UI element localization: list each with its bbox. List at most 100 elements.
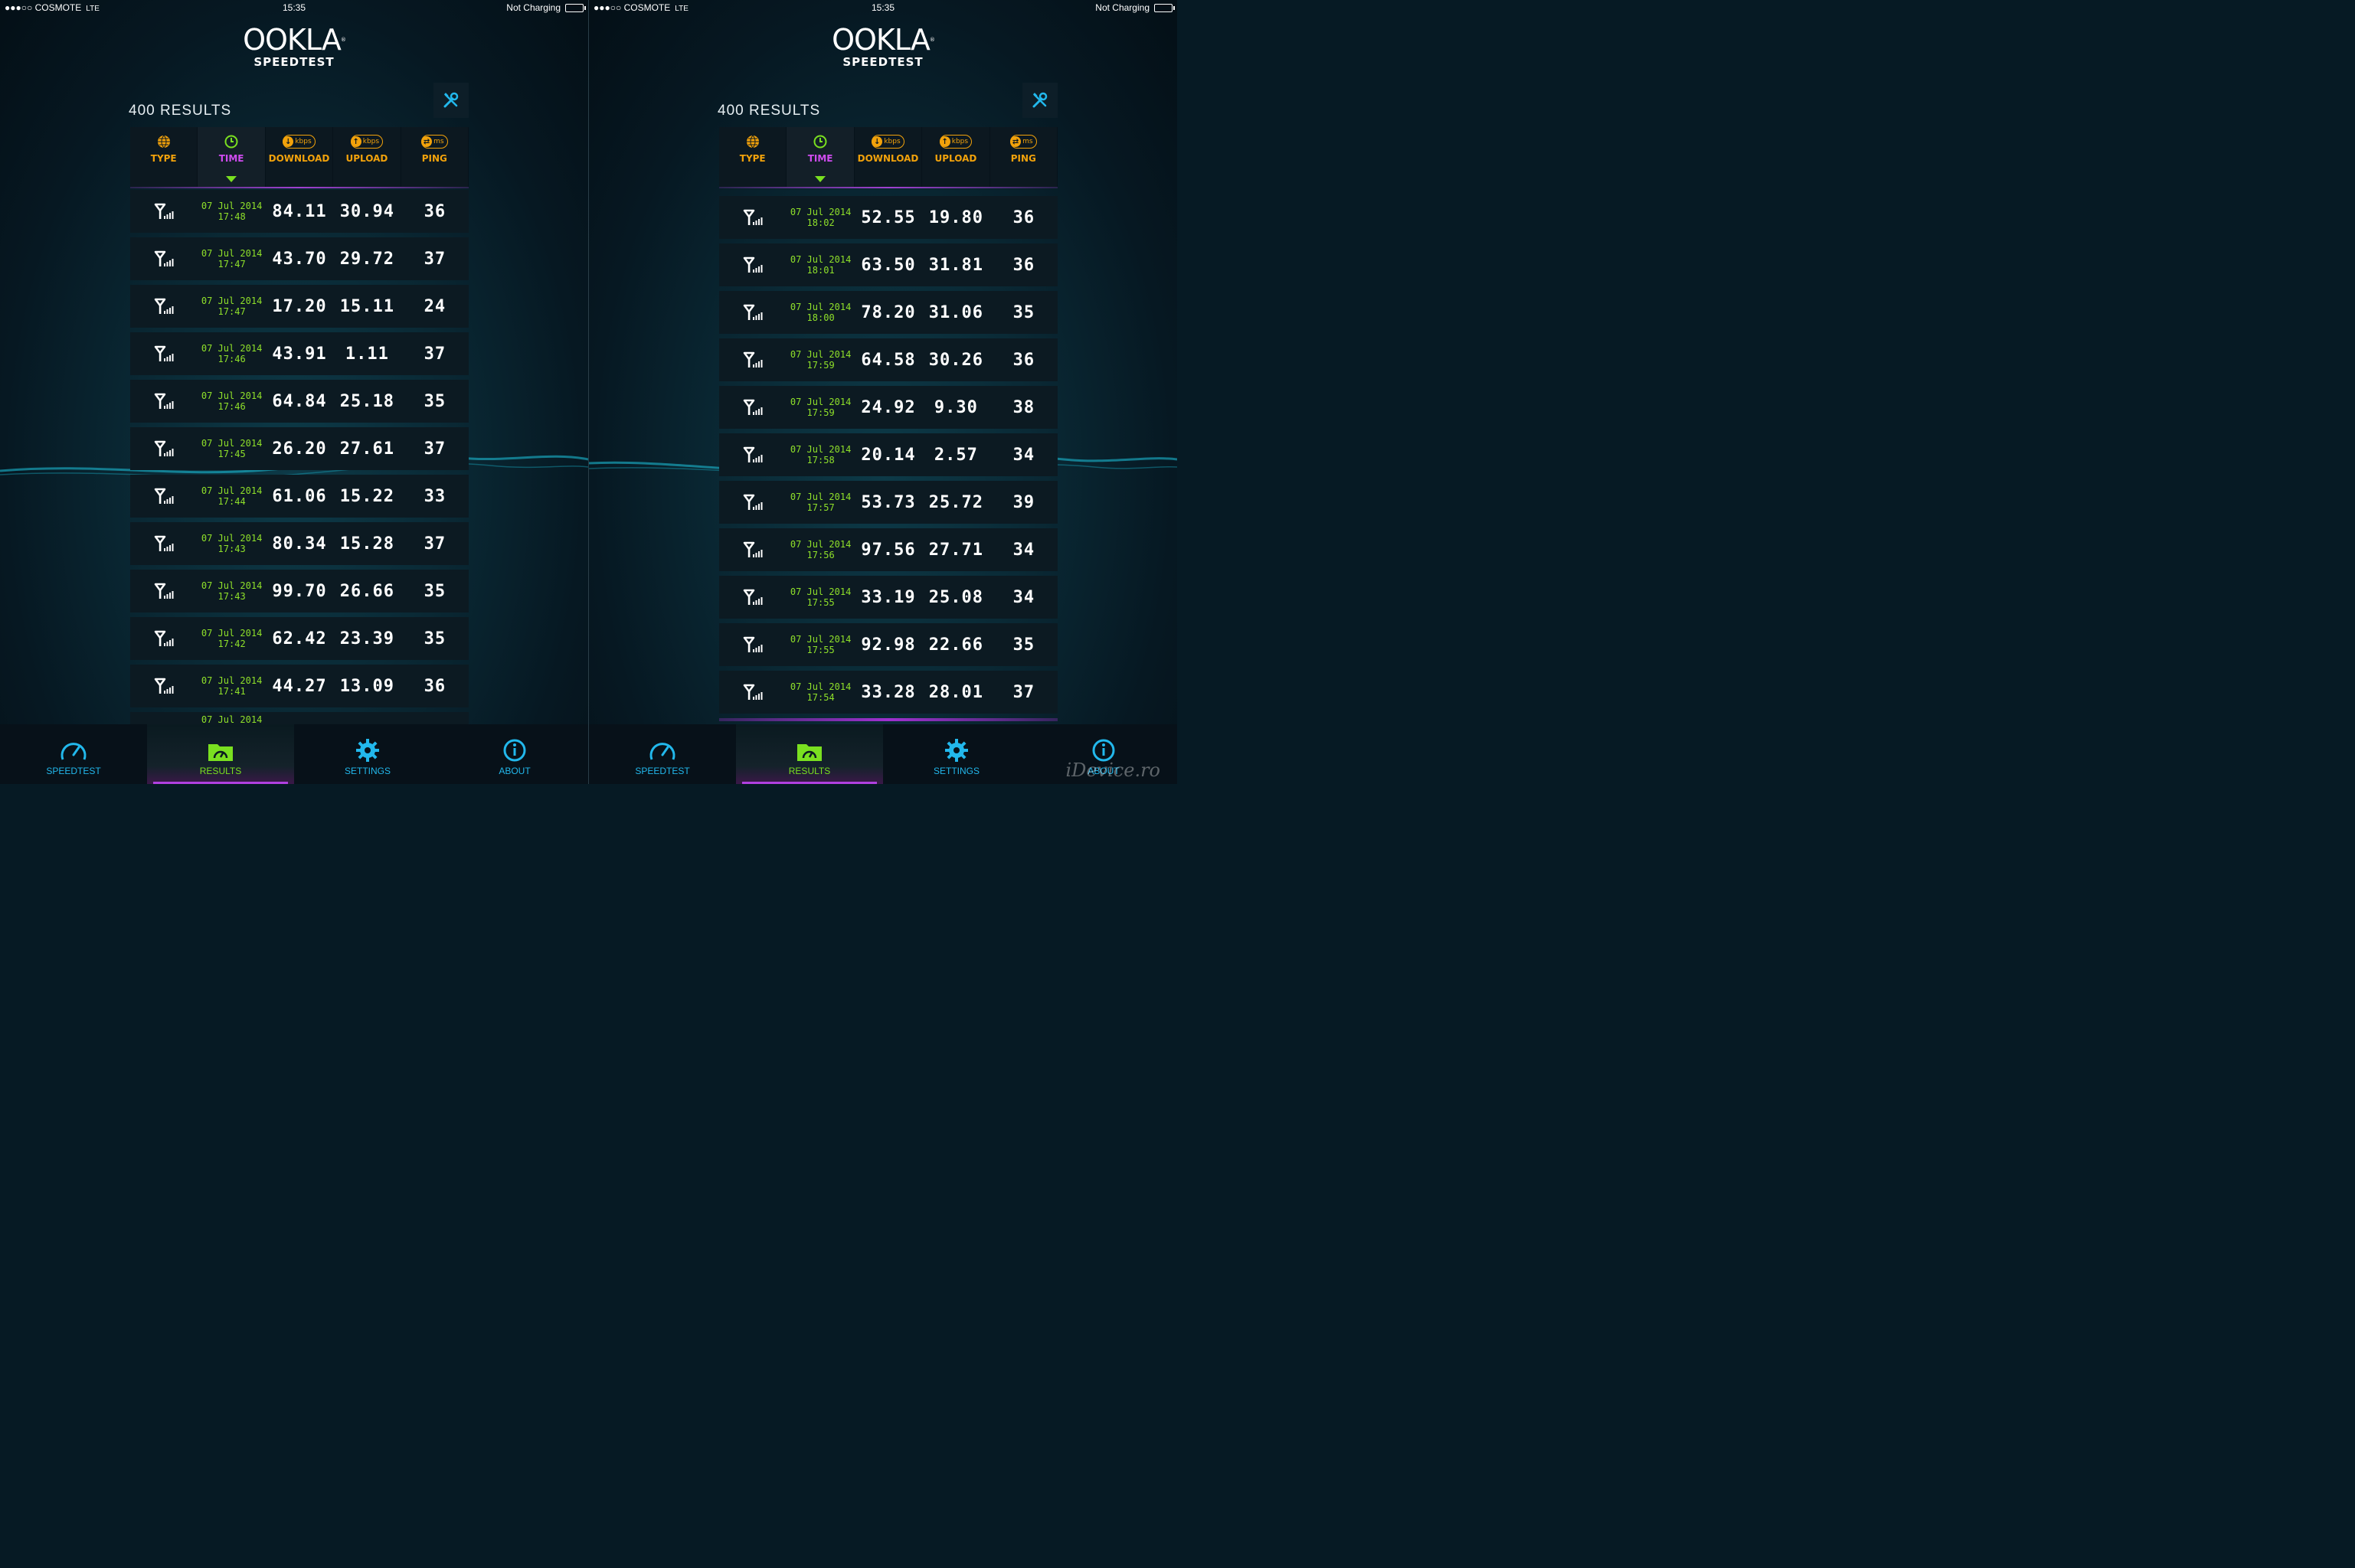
gear-icon <box>945 739 968 762</box>
download-value: 61.06 <box>272 486 327 506</box>
cellular-signal-icon <box>154 488 174 504</box>
result-row[interactable]: 07 Jul 2014 17:43 99.70 26.66 35 <box>130 570 469 612</box>
result-row[interactable]: 07 Jul 2014 17:43 80.34 15.28 37 <box>130 522 469 565</box>
upload-value: 13.09 <box>339 676 395 696</box>
result-date: 07 Jul 2014 <box>790 254 852 265</box>
result-row[interactable]: 07 Jul 2014 18:02 52.55 19.80 36 <box>719 196 1058 239</box>
column-download[interactable]: ↓ kbps DOWNLOAD <box>266 127 334 187</box>
result-time: 17:44 <box>218 496 246 507</box>
clock-icon <box>813 135 827 149</box>
column-ping[interactable]: ⇄ ms PING <box>990 127 1058 187</box>
result-date: 07 Jul 2014 <box>790 397 852 407</box>
result-row[interactable]: 07 Jul 2014 17:57 53.73 25.72 39 <box>719 481 1058 524</box>
charge-status: Not Charging <box>1095 2 1175 13</box>
status-bar: ●●●○○ COSMOTE LTE 15:35 Not Charging <box>0 0 588 15</box>
brand-name: OOKLA <box>832 23 931 57</box>
cellular-signal-icon <box>154 535 174 551</box>
column-type[interactable]: TYPE <box>130 127 198 187</box>
result-row[interactable]: 07 Jul 2014 17:44 61.06 15.22 33 <box>130 475 469 518</box>
ping-value: 35 <box>1012 302 1035 322</box>
ping-value: 35 <box>424 391 446 411</box>
tools-icon <box>443 92 459 108</box>
result-row[interactable]: 07 Jul 2014 17:59 64.58 30.26 36 <box>719 338 1058 381</box>
download-value: 52.55 <box>861 207 916 227</box>
cellular-signal-icon <box>154 440 174 456</box>
ping-value: 37 <box>1012 682 1035 702</box>
result-row[interactable]: 07 Jul 2014 18:01 63.50 31.81 36 <box>719 243 1058 286</box>
upload-value: 28.01 <box>928 682 984 702</box>
result-row[interactable]: 07 Jul 2014 18:00 78.20 31.06 35 <box>719 291 1058 334</box>
globe-icon <box>746 135 759 149</box>
column-upload[interactable]: ↑ kbps UPLOAD <box>333 127 401 187</box>
folder-gauge-icon <box>797 744 822 761</box>
upload-value: 31.06 <box>928 302 984 322</box>
ping-value: 24 <box>424 296 446 316</box>
results-count: 400 RESULTS <box>129 103 232 119</box>
result-time: 17:56 <box>806 550 835 560</box>
column-download[interactable]: ↓ kbps DOWNLOAD <box>855 127 923 187</box>
column-upload[interactable]: ↑ kbps UPLOAD <box>922 127 990 187</box>
globe-icon <box>157 135 170 149</box>
result-row[interactable]: 07 Jul 2014 17:55 33.19 25.08 34 <box>719 576 1058 619</box>
results-list[interactable]: 07 Jul 2014 17:48 84.11 30.94 36 07 Jul 2014 1… <box>130 190 469 729</box>
filter-settings-button[interactable] <box>1022 83 1058 118</box>
tab-speedtest[interactable]: SPEEDTEST <box>589 724 736 784</box>
results-list[interactable]: 07 Jul 2014 18:02 52.55 19.80 36 07 Jul 2014 1… <box>719 196 1058 721</box>
screenshot-pair: ●●●○○ COSMOTE LTE 15:35 Not Charging OOKL… <box>0 0 1177 784</box>
column-time[interactable]: TIME <box>198 127 266 187</box>
ping-value: 36 <box>1012 255 1035 275</box>
result-date: 07 Jul 2014 <box>790 634 852 645</box>
ping-value: 35 <box>424 629 446 648</box>
result-time: 18:01 <box>806 265 835 276</box>
result-time: 18:02 <box>806 217 835 228</box>
tab-results[interactable]: RESULTS <box>736 724 883 784</box>
result-row[interactable]: 07 Jul 2014 17:41 44.27 13.09 36 <box>130 665 469 707</box>
folder-gauge-icon <box>208 744 233 761</box>
timestamp-cell: 07 Jul 2014 17:44 <box>198 485 265 507</box>
result-row[interactable]: 07 Jul 2014 17:55 92.98 22.66 35 <box>719 623 1058 666</box>
tab-settings[interactable]: SETTINGS <box>294 724 441 784</box>
result-row[interactable]: 07 Jul 2014 17:56 97.56 27.71 34 <box>719 528 1058 571</box>
tab-settings[interactable]: SETTINGS <box>883 724 1030 784</box>
connection-type-cell <box>130 583 198 599</box>
column-ping[interactable]: ⇄ ms PING <box>401 127 469 187</box>
result-row[interactable]: 07 Jul 2014 17:42 62.42 23.39 35 <box>130 617 469 660</box>
timestamp-cell: 07 Jul 2014 17:47 <box>198 248 265 270</box>
connection-type-cell <box>130 345 198 362</box>
filter-settings-button[interactable] <box>433 83 469 118</box>
timestamp-cell: 07 Jul 2014 17:54 <box>787 681 854 703</box>
tab-speedtest[interactable]: SPEEDTEST <box>0 724 147 784</box>
cellular-signal-icon <box>154 678 174 694</box>
result-time: 17:46 <box>218 354 246 364</box>
results-table-header: TYPE TIME ↓ kbps DOWNLOAD ↑ kbps UPLOAD ⇄ m… <box>130 127 469 188</box>
tab-results[interactable]: RESULTS <box>147 724 294 784</box>
cellular-signal-icon <box>743 541 763 557</box>
gear-icon <box>356 739 379 762</box>
tab-about[interactable]: ABOUT <box>441 724 588 784</box>
battery-icon <box>565 3 586 12</box>
result-row[interactable]: 07 Jul 2014 17:45 26.20 27.61 37 <box>130 427 469 470</box>
result-row[interactable]: 07 Jul 2014 17:59 24.92 9.30 38 <box>719 386 1058 429</box>
result-row[interactable]: 07 Jul 2014 17:54 33.28 28.01 37 <box>719 671 1058 714</box>
ping-value: 34 <box>1012 587 1035 607</box>
result-row[interactable]: 07 Jul 2014 17:58 20.14 2.57 34 <box>719 433 1058 476</box>
tab-about-label: ABOUT <box>499 766 531 776</box>
upload-value: 15.22 <box>339 486 395 506</box>
result-row[interactable]: 07 Jul 2014 17:47 43.70 29.72 37 <box>130 237 469 280</box>
tab-about[interactable]: ABOUT <box>1030 724 1177 784</box>
column-time[interactable]: TIME <box>787 127 855 187</box>
result-row[interactable]: 07 Jul 2014 17:47 17.20 15.11 24 <box>130 285 469 328</box>
upload-value: 25.08 <box>928 587 984 607</box>
timestamp-cell: 07 Jul 2014 18:02 <box>787 207 854 228</box>
download-value: 43.70 <box>272 249 327 269</box>
ping-value: 35 <box>1012 635 1035 655</box>
result-row[interactable]: 07 Jul 2014 17:46 64.84 25.18 35 <box>130 380 469 423</box>
ping-ms-icon: ⇄ ms <box>1010 135 1037 149</box>
result-row[interactable]: 07 Jul 2014 17:48 84.11 30.94 36 <box>130 190 469 233</box>
speedometer-icon <box>61 743 87 760</box>
result-row[interactable]: 07 Jul 2014 17:46 43.91 1.11 37 <box>130 332 469 375</box>
cellular-signal-icon <box>154 345 174 361</box>
column-type[interactable]: TYPE <box>719 127 787 187</box>
cellular-signal-icon <box>743 494 763 510</box>
result-date: 07 Jul 2014 <box>790 207 852 217</box>
